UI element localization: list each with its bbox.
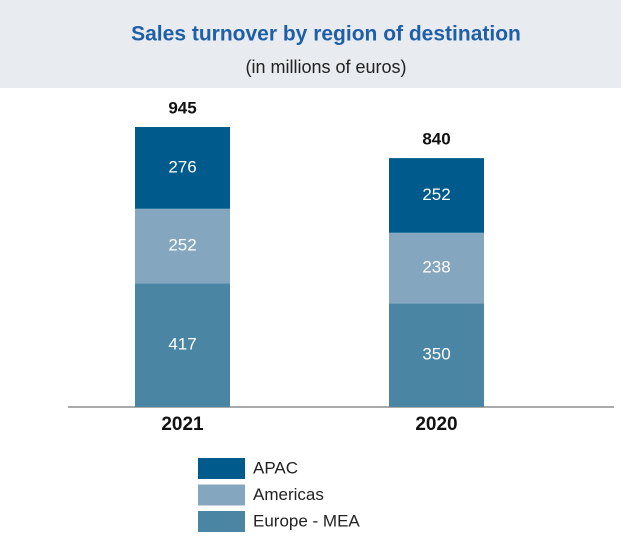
data-label: 350 (422, 345, 450, 364)
bar-segment (135, 283, 230, 407)
data-label: 252 (422, 185, 450, 204)
chart-subtitle: (in millions of euros) (245, 57, 406, 77)
bar-segment (389, 303, 484, 407)
x-tick-label: 2020 (415, 414, 457, 435)
chart-title: Sales turnover by region of destination (131, 23, 521, 46)
total-label: 840 (422, 130, 450, 149)
data-label: 276 (168, 157, 196, 176)
data-label: 252 (168, 236, 196, 255)
legend-swatch (198, 458, 245, 479)
legend-label: Europe - MEA (253, 511, 360, 530)
x-tick-label: 2021 (161, 414, 204, 435)
legend-label: Americas (253, 485, 324, 504)
data-label: 417 (168, 335, 196, 354)
bar-segment (135, 127, 230, 209)
data-label: 238 (422, 258, 450, 277)
title-band (0, 0, 621, 88)
bar-segment (389, 232, 484, 304)
legend-swatch (198, 511, 245, 532)
bar-segment (389, 158, 484, 233)
total-label: 945 (168, 98, 196, 117)
legend-label: APAC (253, 458, 298, 477)
bar-segment (135, 208, 230, 284)
legend-swatch (198, 484, 245, 506)
